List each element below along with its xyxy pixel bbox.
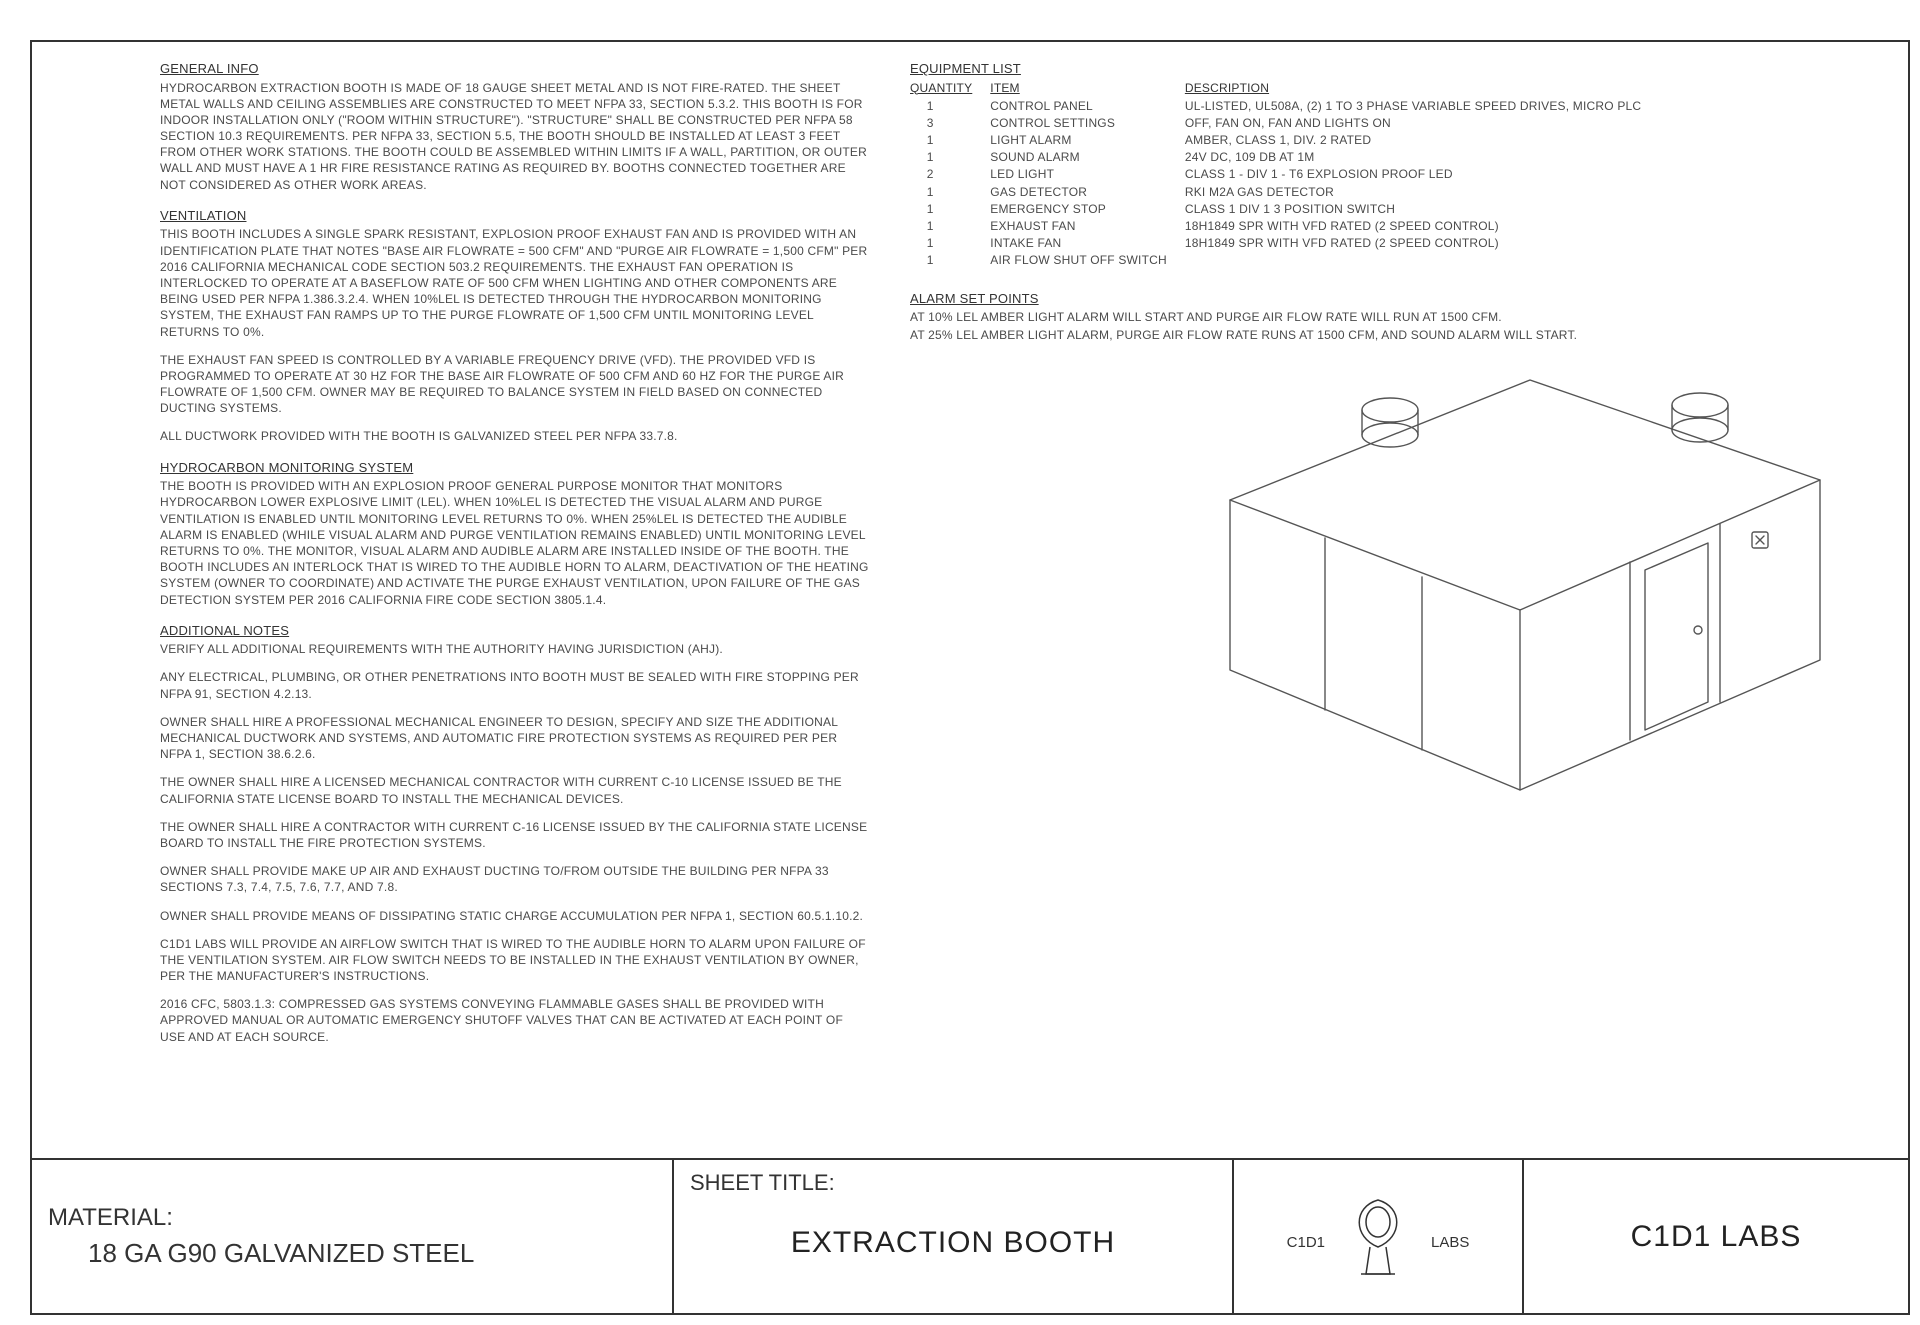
additional-note: C1D1 LABS WILL PROVIDE AN AIRFLOW SWITCH… xyxy=(160,936,870,985)
ventilation-paragraph: THIS BOOTH INCLUDES A SINGLE SPARK RESIS… xyxy=(160,226,870,339)
sheet-title-label: SHEET TITLE: xyxy=(690,1170,1216,1196)
equipment-item: INTAKE FAN xyxy=(990,235,1185,252)
equipment-table: QUANTITY ITEM DESCRIPTION 1CONTROL PANEL… xyxy=(910,80,1659,270)
equipment-item: LIGHT ALARM xyxy=(990,132,1185,149)
titleblock-logo-cell: C1D1 LABS xyxy=(1232,1160,1522,1313)
heading-equipment-list: EQUIPMENT LIST xyxy=(910,60,1890,78)
equipment-qty: 3 xyxy=(910,115,990,132)
company-name: C1D1 LABS xyxy=(1631,1220,1802,1254)
equipment-desc: RKI M2A GAS DETECTOR xyxy=(1185,184,1659,201)
additional-note: OWNER SHALL PROVIDE MEANS OF DISSIPATING… xyxy=(160,908,870,924)
equipment-qty: 1 xyxy=(910,252,990,269)
equipment-desc: AMBER, CLASS 1, DIV. 2 RATED xyxy=(1185,132,1659,149)
ventilation-paragraph: THE EXHAUST FAN SPEED IS CONTROLLED BY A… xyxy=(160,352,870,417)
equipment-row: 3CONTROL SETTINGSOFF, FAN ON, FAN AND LI… xyxy=(910,115,1659,132)
content-area: GENERAL INFO HYDROCARBON EXTRACTION BOOT… xyxy=(160,60,1890,1135)
equipment-desc xyxy=(1185,252,1659,269)
equipment-qty: 1 xyxy=(910,218,990,235)
equipment-qty: 1 xyxy=(910,235,990,252)
equipment-item: EMERGENCY STOP xyxy=(990,201,1185,218)
equipment-row: 1LIGHT ALARMAMBER, CLASS 1, DIV. 2 RATED xyxy=(910,132,1659,149)
general-info-paragraph: HYDROCARBON EXTRACTION BOOTH IS MADE OF … xyxy=(160,80,870,193)
equipment-row: 1SOUND ALARM24V DC, 109 DB AT 1M xyxy=(910,149,1659,166)
monitoring-paragraph: THE BOOTH IS PROVIDED WITH AN EXPLOSION … xyxy=(160,478,870,608)
equipment-col-item: ITEM xyxy=(990,80,1185,98)
equipment-desc: 18H1849 SPR WITH VFD RATED (2 SPEED CONT… xyxy=(1185,235,1659,252)
titleblock-sheet-cell: SHEET TITLE: EXTRACTION BOOTH xyxy=(672,1160,1232,1313)
equipment-desc: CLASS 1 DIV 1 3 POSITION SWITCH xyxy=(1185,201,1659,218)
equipment-row: 1EMERGENCY STOPCLASS 1 DIV 1 3 POSITION … xyxy=(910,201,1659,218)
additional-note: THE OWNER SHALL HIRE A CONTRACTOR WITH C… xyxy=(160,819,870,851)
equipment-qty: 1 xyxy=(910,201,990,218)
material-label: MATERIAL: xyxy=(48,1204,656,1232)
equipment-qty: 1 xyxy=(910,98,990,115)
additional-note: OWNER SHALL HIRE A PROFESSIONAL MECHANIC… xyxy=(160,714,870,763)
sheet-title-value: EXTRACTION BOOTH xyxy=(690,1226,1216,1260)
logo-text-left: C1D1 xyxy=(1287,1234,1325,1251)
additional-note: THE OWNER SHALL HIRE A LICENSED MECHANIC… xyxy=(160,774,870,806)
additional-note: 2016 CFC, 5803.1.3: COMPRESSED GAS SYSTE… xyxy=(160,996,870,1045)
equipment-desc: CLASS 1 - DIV 1 - T6 EXPLOSION PROOF LED xyxy=(1185,166,1659,183)
equipment-item: EXHAUST FAN xyxy=(990,218,1185,235)
equipment-desc: 24V DC, 109 DB AT 1M xyxy=(1185,149,1659,166)
company-logo-icon: C1D1 LABS xyxy=(1283,1192,1473,1282)
heading-general-info: GENERAL INFO xyxy=(160,60,870,78)
heading-ventilation: VENTILATION xyxy=(160,207,870,225)
additional-note: VERIFY ALL ADDITIONAL REQUIREMENTS WITH … xyxy=(160,641,870,657)
equipment-row: 1EXHAUST FAN18H1849 SPR WITH VFD RATED (… xyxy=(910,218,1659,235)
heading-additional-notes: ADDITIONAL NOTES xyxy=(160,622,870,640)
equipment-qty: 2 xyxy=(910,166,990,183)
logo-text-right: LABS xyxy=(1431,1234,1469,1251)
titleblock-material-cell: MATERIAL: 18 GA G90 GALVANIZED STEEL xyxy=(32,1160,672,1313)
spec-text-column: GENERAL INFO HYDROCARBON EXTRACTION BOOT… xyxy=(160,60,870,1135)
equipment-col-qty: QUANTITY xyxy=(910,80,990,98)
equipment-item: CONTROL PANEL xyxy=(990,98,1185,115)
booth-isometric-drawing xyxy=(1100,270,1880,810)
equipment-qty: 1 xyxy=(910,132,990,149)
equipment-row: 2LED LIGHTCLASS 1 - DIV 1 - T6 EXPLOSION… xyxy=(910,166,1659,183)
equipment-row: 1CONTROL PANELUL-LISTED, UL508A, (2) 1 T… xyxy=(910,98,1659,115)
equipment-desc: 18H1849 SPR WITH VFD RATED (2 SPEED CONT… xyxy=(1185,218,1659,235)
equipment-row: 1AIR FLOW SHUT OFF SWITCH xyxy=(910,252,1659,269)
equipment-desc: UL-LISTED, UL508A, (2) 1 TO 3 PHASE VARI… xyxy=(1185,98,1659,115)
equipment-item: SOUND ALARM xyxy=(990,149,1185,166)
additional-note: OWNER SHALL PROVIDE MAKE UP AIR AND EXHA… xyxy=(160,863,870,895)
equipment-row: 1GAS DETECTORRKI M2A GAS DETECTOR xyxy=(910,184,1659,201)
heading-monitoring: HYDROCARBON MONITORING SYSTEM xyxy=(160,459,870,477)
additional-note: ANY ELECTRICAL, PLUMBING, OR OTHER PENET… xyxy=(160,669,870,701)
title-block: MATERIAL: 18 GA G90 GALVANIZED STEEL SHE… xyxy=(32,1158,1908,1313)
equipment-row: 1INTAKE FAN18H1849 SPR WITH VFD RATED (2… xyxy=(910,235,1659,252)
right-column: EQUIPMENT LIST QUANTITY ITEM DESCRIPTION… xyxy=(910,60,1890,1135)
titleblock-company-cell: C1D1 LABS xyxy=(1522,1160,1908,1313)
equipment-item: LED LIGHT xyxy=(990,166,1185,183)
equipment-qty: 1 xyxy=(910,149,990,166)
ventilation-paragraph: ALL DUCTWORK PROVIDED WITH THE BOOTH IS … xyxy=(160,428,870,444)
equipment-item: AIR FLOW SHUT OFF SWITCH xyxy=(990,252,1185,269)
material-value: 18 GA G90 GALVANIZED STEEL xyxy=(48,1238,656,1269)
equipment-desc: OFF, FAN ON, FAN AND LIGHTS ON xyxy=(1185,115,1659,132)
equipment-item: GAS DETECTOR xyxy=(990,184,1185,201)
equipment-qty: 1 xyxy=(910,184,990,201)
equipment-item: CONTROL SETTINGS xyxy=(990,115,1185,132)
equipment-col-desc: DESCRIPTION xyxy=(1185,80,1659,98)
